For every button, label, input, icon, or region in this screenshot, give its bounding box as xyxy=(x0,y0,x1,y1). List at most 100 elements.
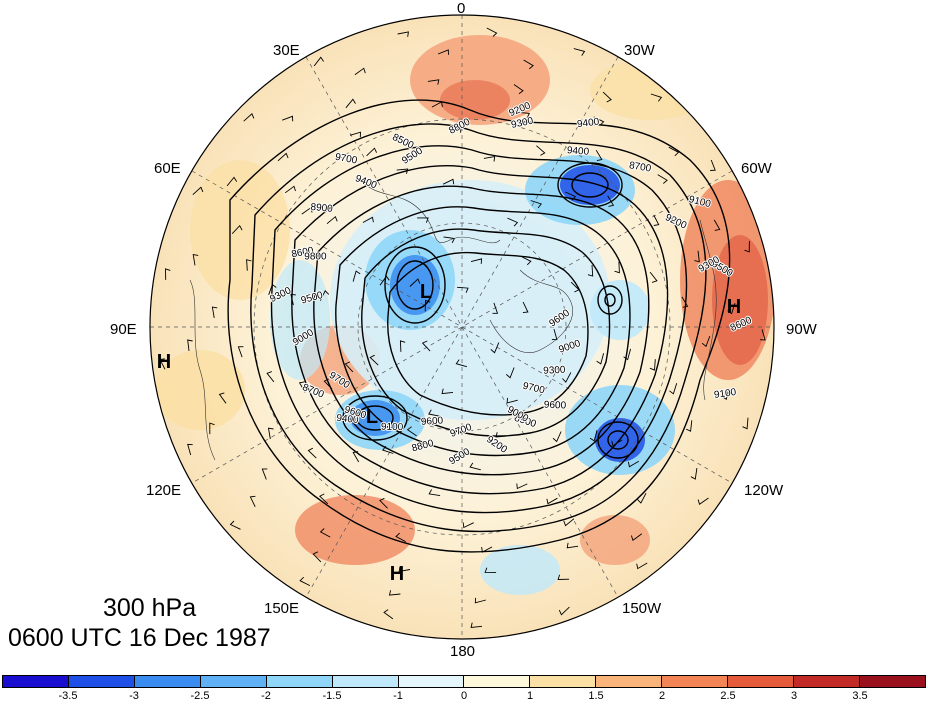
lon-label-120e: 120E xyxy=(146,482,182,499)
wind-barb xyxy=(552,431,562,443)
wind-barb xyxy=(668,146,680,157)
contour-label: 9100 xyxy=(381,422,404,433)
wind-barb xyxy=(697,497,709,506)
wind-barb xyxy=(395,532,406,543)
lon-label-60w: 60W xyxy=(741,160,772,177)
colorbar-tick-label: -2.5 xyxy=(190,690,210,702)
wind-barb xyxy=(428,489,441,497)
wind-barb xyxy=(388,590,401,596)
wind-barb xyxy=(187,339,193,351)
wind-barb xyxy=(546,497,558,505)
wind-barb xyxy=(282,115,294,122)
wind-barb xyxy=(396,168,409,174)
wind-barb xyxy=(483,156,496,162)
colorbar-swatch xyxy=(266,675,333,688)
wind-barb xyxy=(627,460,640,468)
wind-barb xyxy=(565,191,577,201)
wind-barb xyxy=(209,422,215,435)
wind-barb xyxy=(589,430,598,442)
wind-barb xyxy=(267,427,274,440)
lon-label-90w: 90W xyxy=(786,321,817,338)
wind-barb xyxy=(653,214,660,226)
wind-barb xyxy=(507,217,519,227)
pressure-center-low-siberia: L xyxy=(420,281,432,303)
wind-barb xyxy=(623,348,632,361)
wind-barb xyxy=(192,254,199,266)
wind-barb xyxy=(607,195,615,207)
wind-barb xyxy=(218,392,227,404)
wind-barb xyxy=(484,567,497,574)
wind-barb xyxy=(490,342,500,354)
wind-barb xyxy=(326,215,338,225)
wind-barb xyxy=(649,359,656,371)
pressure-center-high-north-pacific: H xyxy=(390,563,404,585)
wind-barb xyxy=(165,268,171,280)
wind-barb xyxy=(657,174,668,184)
wind-barb xyxy=(409,278,421,287)
wind-barb xyxy=(427,79,440,85)
wind-barb xyxy=(474,597,487,604)
colorbar-tick-label: 3.5 xyxy=(852,690,868,702)
wind-barb xyxy=(313,56,324,67)
wind-barb xyxy=(290,293,296,306)
wind-barb xyxy=(690,468,698,480)
wind-barb xyxy=(462,522,474,529)
wind-barb xyxy=(602,91,612,103)
wind-barb xyxy=(298,381,306,393)
pressure-centers: H H H L L xyxy=(157,281,741,585)
wind-barb xyxy=(516,483,528,490)
wind-barb xyxy=(685,420,693,432)
wind-barb xyxy=(237,346,244,358)
height-contours xyxy=(227,99,731,553)
wind-barb xyxy=(424,299,431,312)
wind-barb xyxy=(428,409,440,417)
wind-barb xyxy=(362,216,374,223)
colorbar-tick-label: -1.5 xyxy=(322,690,342,702)
wind-barb xyxy=(319,290,330,301)
wind-barb xyxy=(681,296,689,308)
contour-label: 9600 xyxy=(544,400,567,412)
wind-barb xyxy=(637,492,647,504)
pressure-center-high-central-asia: H xyxy=(157,351,171,373)
wind-barb xyxy=(187,443,193,456)
wind-barb xyxy=(442,178,455,185)
lon-label-150e: 150E xyxy=(264,600,300,617)
wind-barb xyxy=(650,93,663,102)
wind-barb xyxy=(345,98,356,109)
wind-barb xyxy=(437,49,449,55)
wind-barb xyxy=(319,493,329,505)
wind-barb xyxy=(307,447,317,459)
contour-label: 9800 xyxy=(304,251,327,262)
wind-barb xyxy=(587,264,594,277)
wind-barb xyxy=(558,606,570,616)
lon-label-60e: 60E xyxy=(154,160,181,177)
wind-barb xyxy=(562,372,572,383)
wind-barb xyxy=(611,439,623,447)
wind-barb xyxy=(570,281,580,293)
wind-barb xyxy=(277,152,289,162)
contour-label: 8700 xyxy=(628,160,652,174)
wind-barb xyxy=(268,283,277,295)
wind-barb xyxy=(246,259,252,271)
colorbar-tick-label: 2.5 xyxy=(720,690,736,702)
wind-barb xyxy=(727,302,736,315)
wind-barb xyxy=(406,426,417,437)
wind-barb xyxy=(261,468,268,480)
colorbar-tick-label: -3 xyxy=(129,690,139,702)
wind-barb xyxy=(352,270,361,282)
contour-label: 9600 xyxy=(421,415,444,428)
wind-barb xyxy=(469,462,481,471)
wind-barb xyxy=(421,340,431,352)
wind-barb xyxy=(192,186,204,196)
wind-barb xyxy=(530,200,542,209)
wind-barbs xyxy=(159,27,766,629)
wind-barb xyxy=(249,495,256,507)
wind-barb xyxy=(470,258,483,264)
wind-barb xyxy=(366,147,378,157)
lon-label-30w: 30W xyxy=(624,42,655,59)
wind-barb xyxy=(243,113,255,122)
contour-label: 9400 xyxy=(336,413,360,426)
pressure-center-low-east-asia: L xyxy=(366,406,378,428)
